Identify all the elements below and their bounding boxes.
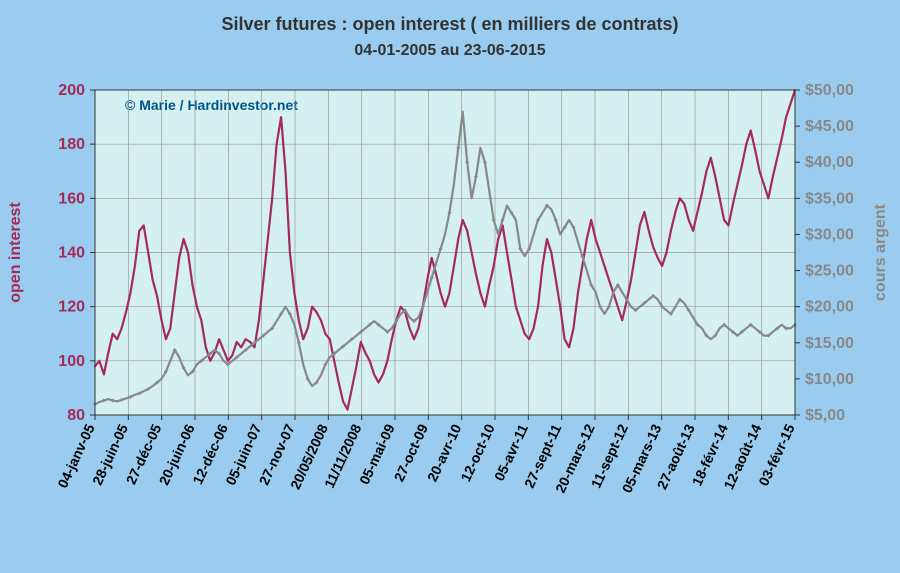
y-left-tick-label: 160 (58, 190, 85, 207)
y-right-tick-label: $5,00 (805, 407, 845, 424)
copyright-text: © Marie / Hardinvestor.net (125, 97, 298, 113)
chart-title: Silver futures : open interest ( en mill… (221, 14, 678, 34)
y-right-tick-label: $45,00 (805, 118, 854, 135)
y-right-tick-label: $40,00 (805, 154, 854, 171)
chart-subtitle: 04-01-2005 au 23-06-2015 (354, 42, 545, 59)
y-left-tick-label: 200 (58, 82, 85, 99)
y-left-tick-label: 120 (58, 299, 85, 316)
chart-container: Silver futures : open interest ( en mill… (0, 0, 900, 573)
y-left-tick-label: 180 (58, 136, 85, 153)
y-left-axis-label: open interest (7, 202, 24, 303)
y-right-axis-label: cours argent (872, 203, 889, 301)
y-right-tick-label: $25,00 (805, 263, 854, 280)
y-right-tick-label: $30,00 (805, 226, 854, 243)
y-right-tick-label: $15,00 (805, 335, 854, 352)
y-right-tick-label: $20,00 (805, 299, 854, 316)
y-left-tick-label: 140 (58, 245, 85, 262)
y-right-tick-label: $35,00 (805, 190, 854, 207)
y-right-tick-label: $10,00 (805, 371, 854, 388)
y-left-tick-label: 100 (58, 353, 85, 370)
chart-svg: Silver futures : open interest ( en mill… (0, 0, 900, 573)
y-right-tick-label: $50,00 (805, 82, 854, 99)
